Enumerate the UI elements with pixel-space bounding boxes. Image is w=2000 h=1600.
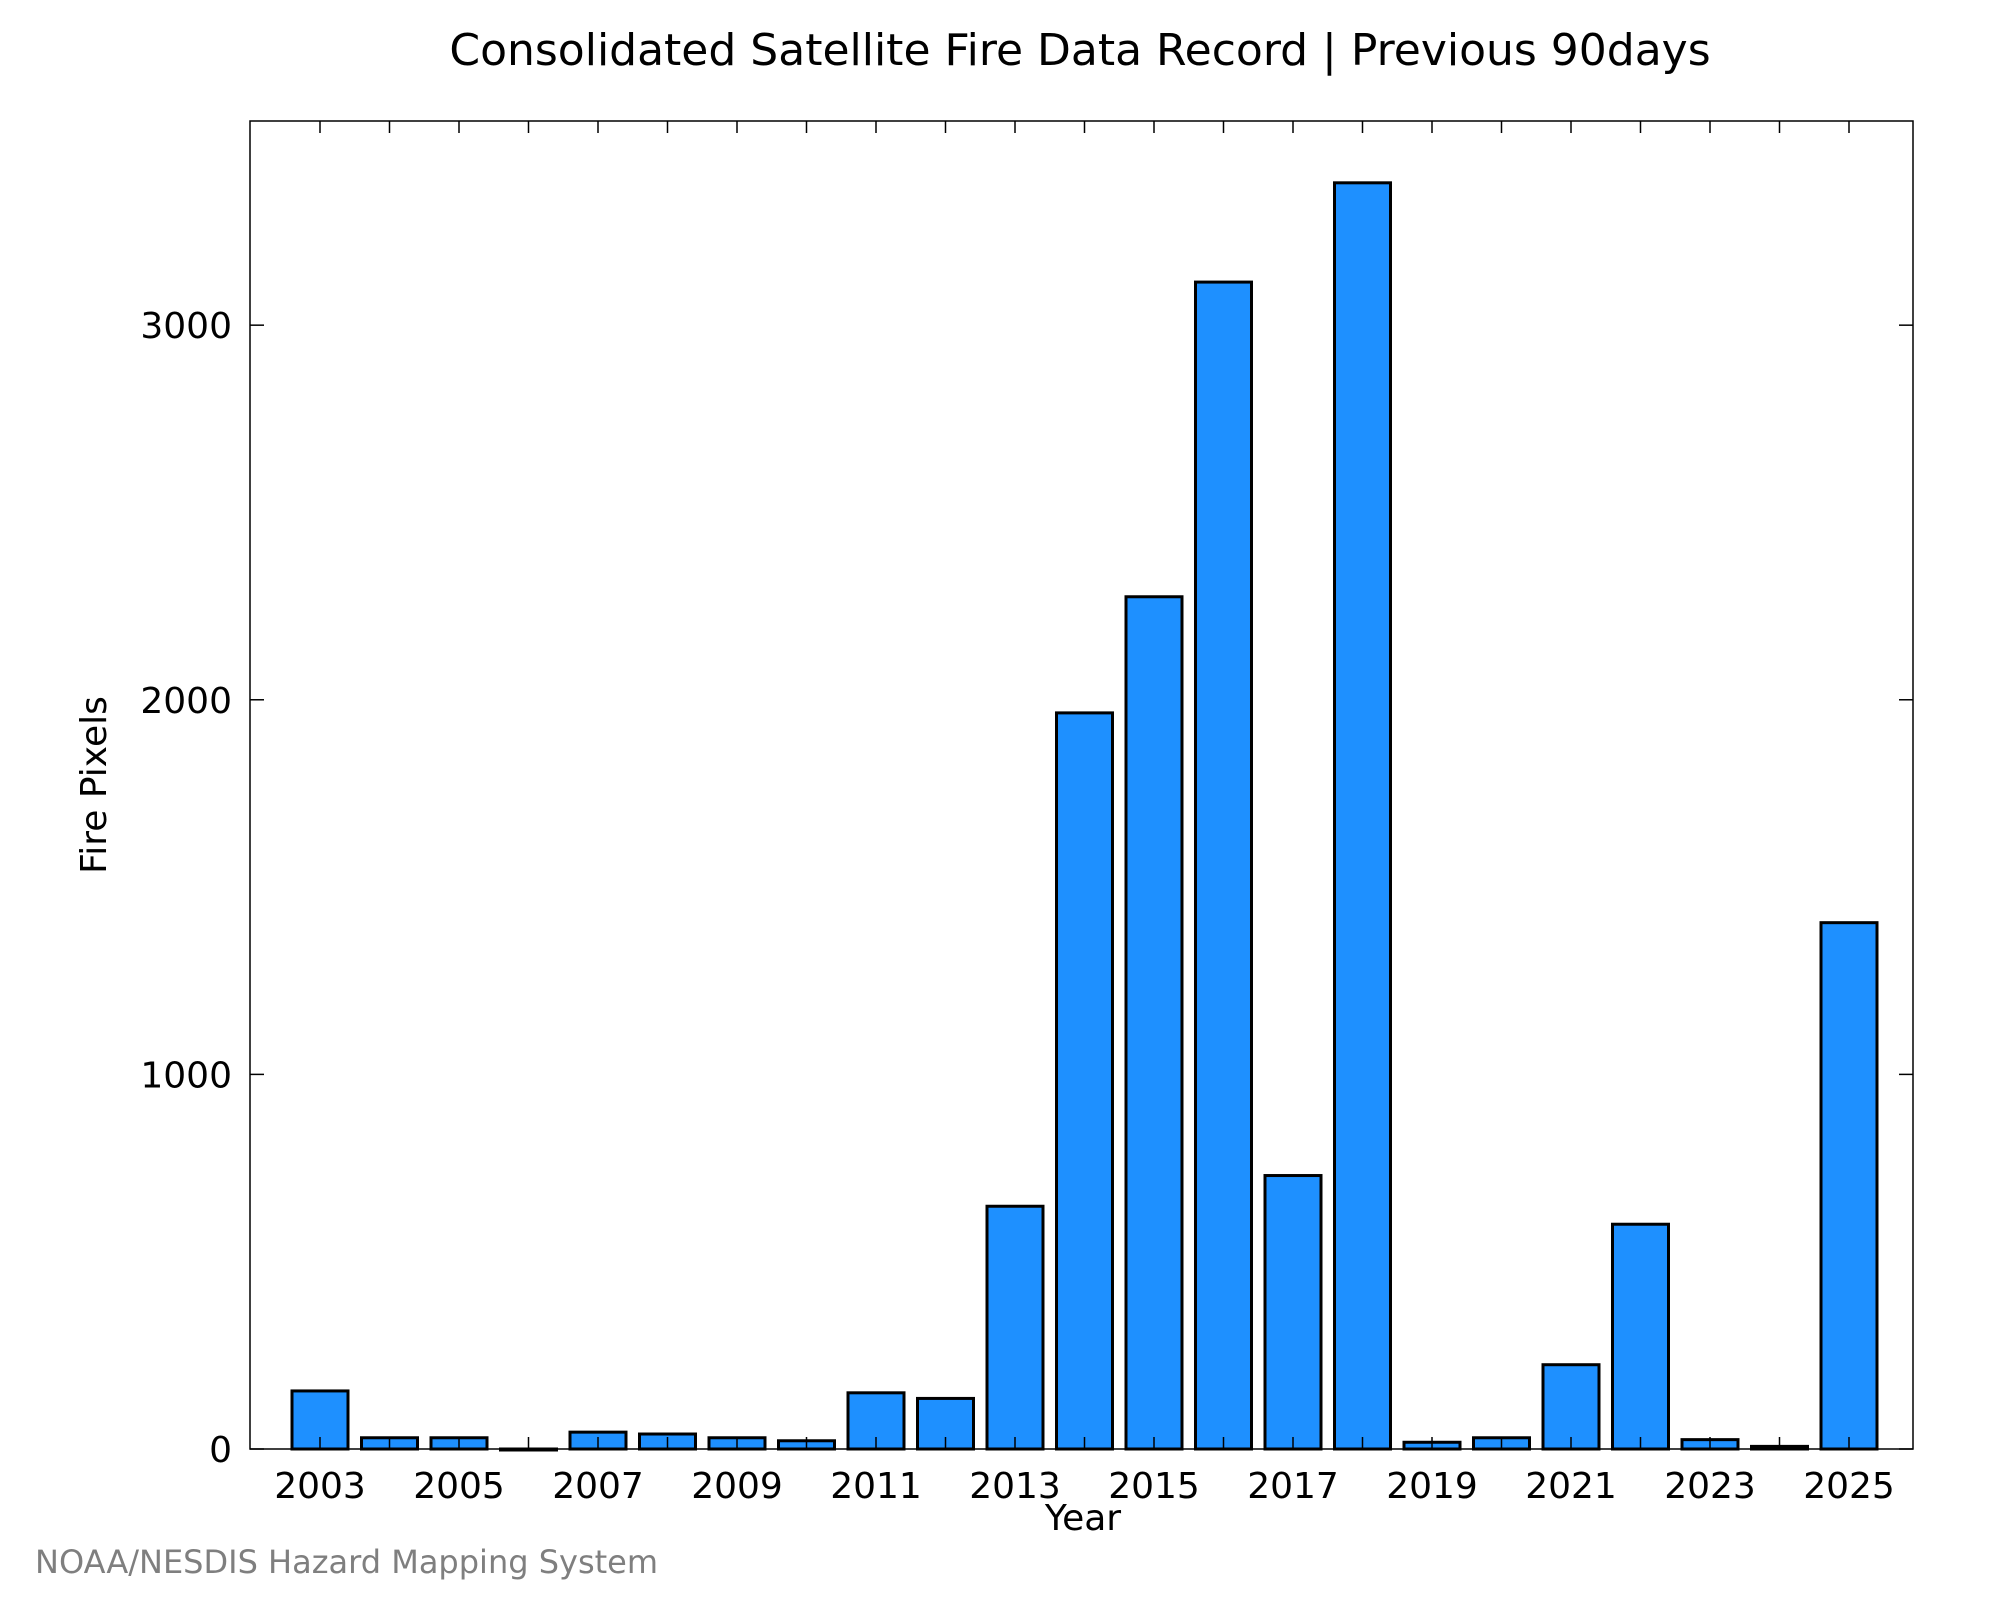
bar-2018 [1333, 181, 1392, 1451]
chart-title: Consolidated Satellite Fire Data Record … [449, 25, 1710, 76]
x-tick-label-2013: 2013 [969, 1466, 1061, 1507]
x-tick-label-2007: 2007 [552, 1466, 644, 1507]
x-tick-label-2005: 2005 [413, 1466, 505, 1507]
credit-text: NOAA/NESDIS Hazard Mapping System [35, 1543, 658, 1581]
y-tick-label-3000: 3000 [140, 306, 232, 347]
bar-2017 [1263, 1174, 1323, 1451]
y-axis-label: Fire Pixels [74, 696, 115, 874]
y-tick-label-1000: 1000 [140, 1055, 232, 1096]
bar-2022 [1611, 1222, 1670, 1451]
bar-2013 [985, 1204, 1045, 1451]
x-axis-label: Year [1044, 1498, 1121, 1539]
ticks-group: 2003 2005 2007 2009 2011 2013 2015 2017 2019 2021… [140, 121, 1913, 1507]
bar-2025 [1819, 921, 1879, 1451]
x-tick-label-2025: 2025 [1803, 1466, 1895, 1507]
bar-2015 [1124, 595, 1184, 1451]
x-tick-label-2021: 2021 [1525, 1466, 1617, 1507]
x-tick-label-2003: 2003 [274, 1466, 366, 1507]
x-tick-label-2011: 2011 [830, 1466, 922, 1507]
bar-2014 [1055, 711, 1114, 1451]
x-tick-label-2009: 2009 [691, 1466, 783, 1507]
y-tick-label-2000: 2000 [140, 681, 232, 722]
bar-2021 [1541, 1363, 1601, 1451]
x-tick-label-2023: 2023 [1664, 1466, 1756, 1507]
bar-2016 [1194, 280, 1253, 1451]
x-tick-label-2019: 2019 [1386, 1466, 1478, 1507]
plot-frame [249, 120, 1914, 1450]
x-tick-label-2017: 2017 [1247, 1466, 1339, 1507]
y-tick-label-0: 0 [209, 1430, 232, 1471]
x-tick-label-2015: 2015 [1108, 1466, 1200, 1507]
bars-group [290, 181, 1879, 1452]
